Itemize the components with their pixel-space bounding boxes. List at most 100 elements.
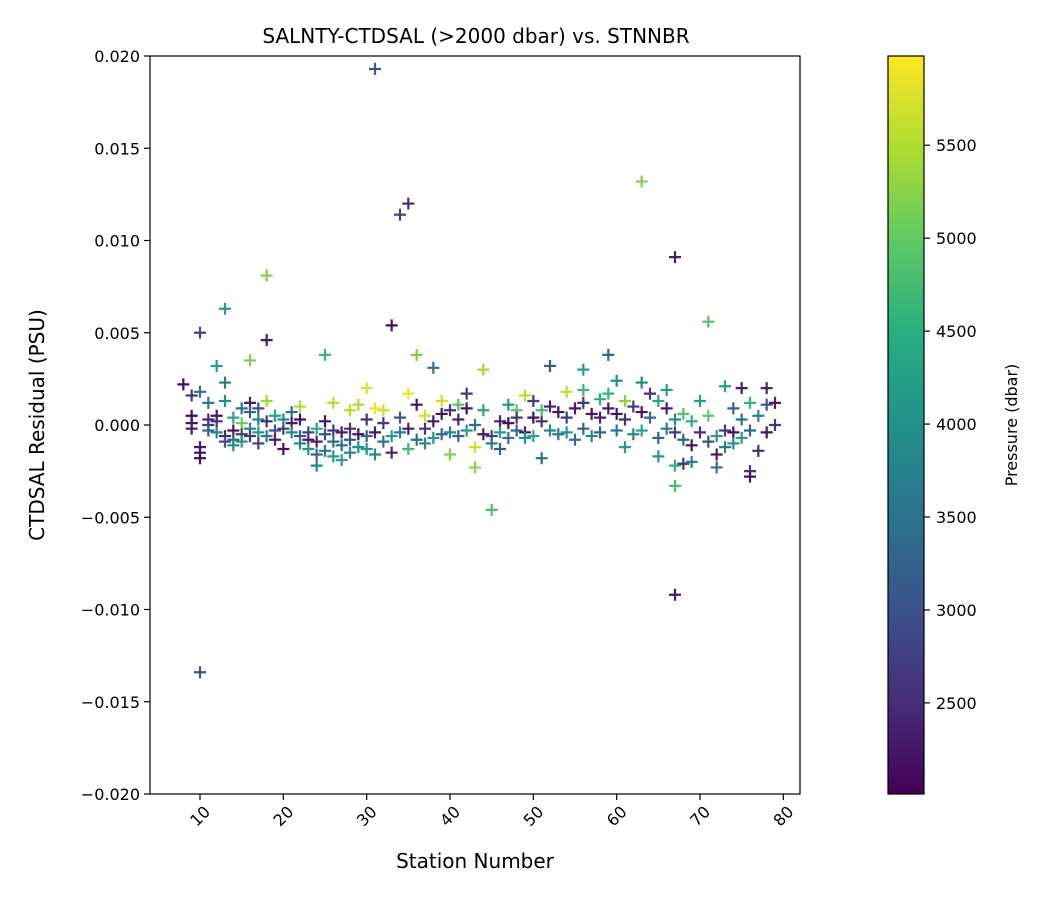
data-point	[327, 450, 340, 463]
y-tick-label: 0.010	[94, 232, 140, 251]
data-point	[610, 374, 623, 387]
data-point	[752, 444, 765, 457]
data-point	[377, 404, 390, 417]
data-point	[485, 437, 498, 450]
data-point	[252, 413, 265, 426]
data-point	[544, 424, 556, 437]
data-point	[335, 454, 348, 467]
data-point	[719, 441, 731, 454]
data-point	[360, 442, 373, 455]
data-point	[727, 426, 740, 439]
data-point	[494, 442, 506, 455]
data-point	[660, 402, 673, 415]
data-point	[585, 430, 598, 443]
data-point	[185, 422, 198, 435]
data-point	[644, 411, 656, 424]
data-point	[677, 407, 690, 420]
data-point	[419, 409, 431, 422]
data-point	[702, 409, 715, 422]
data-point	[760, 382, 773, 395]
data-point	[360, 382, 373, 395]
data-point	[544, 359, 556, 372]
data-point	[369, 402, 381, 415]
y-tick-label: −0.015	[81, 693, 140, 712]
data-point	[469, 441, 481, 454]
data-point	[710, 461, 723, 474]
data-point	[294, 413, 306, 426]
data-point	[460, 402, 473, 415]
data-point	[327, 424, 340, 437]
data-point	[702, 315, 715, 328]
data-point	[469, 419, 481, 431]
data-point	[435, 395, 448, 408]
data-point	[402, 387, 415, 400]
data-point	[610, 424, 623, 437]
data-point	[735, 382, 748, 395]
data-point	[277, 442, 290, 455]
data-point	[669, 413, 681, 426]
data-point	[477, 404, 490, 417]
data-point	[294, 437, 306, 450]
colorbar-tick-label: 5500	[936, 136, 977, 155]
y-tick-label: 0.020	[94, 47, 140, 66]
data-point	[619, 441, 631, 454]
data-point	[744, 424, 756, 437]
data-point	[477, 363, 490, 376]
colorbar-ticks: 2500 3000 3500 4000 4500 5000 5500	[924, 136, 977, 713]
data-point	[410, 433, 423, 446]
data-point	[302, 442, 315, 455]
data-point	[694, 426, 706, 439]
data-point	[394, 426, 406, 439]
data-point	[527, 430, 540, 443]
data-point	[269, 433, 281, 446]
data-point	[360, 413, 373, 426]
data-point	[302, 426, 315, 439]
data-point	[352, 428, 365, 441]
data-point	[227, 411, 240, 424]
data-point	[394, 411, 406, 424]
data-point	[210, 426, 223, 439]
data-point	[719, 424, 731, 437]
y-tick-label: 0.015	[94, 139, 140, 158]
data-point	[669, 251, 681, 264]
data-point	[769, 396, 781, 409]
data-point	[560, 411, 573, 424]
x-axis-label: Station Number	[396, 849, 555, 873]
data-point	[385, 446, 398, 459]
colorbar-tick-label: 4000	[936, 415, 977, 434]
data-point	[244, 354, 256, 367]
data-point	[260, 430, 273, 443]
y-tick-label: 0.000	[94, 416, 140, 435]
data-point	[410, 398, 423, 411]
data-point	[319, 428, 331, 441]
data-point	[219, 302, 231, 315]
data-point	[327, 396, 340, 409]
data-point	[344, 422, 356, 435]
data-point	[577, 396, 590, 409]
data-points	[177, 62, 781, 679]
data-point	[627, 400, 640, 413]
data-point	[252, 437, 265, 450]
data-point	[527, 411, 540, 424]
data-point	[660, 383, 673, 396]
data-point	[494, 426, 506, 439]
data-point	[310, 435, 323, 448]
data-point	[310, 448, 323, 461]
data-point	[285, 426, 298, 439]
data-point	[260, 415, 273, 428]
data-point	[269, 409, 281, 422]
data-point	[735, 431, 748, 444]
data-point	[744, 470, 756, 483]
data-point	[185, 389, 198, 402]
data-point	[244, 406, 256, 419]
data-point	[660, 422, 673, 435]
data-point	[502, 417, 515, 430]
data-point	[677, 433, 690, 446]
data-point	[452, 413, 465, 426]
data-point	[460, 387, 473, 400]
data-point	[327, 435, 340, 448]
data-point	[694, 395, 706, 408]
data-point	[577, 422, 590, 435]
data-point	[260, 395, 273, 408]
